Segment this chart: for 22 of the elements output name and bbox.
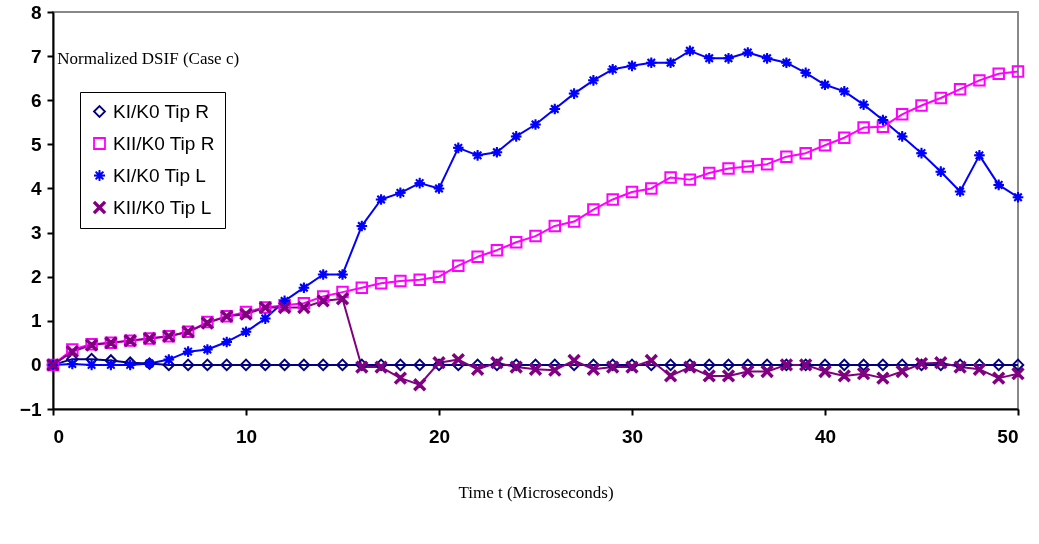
- legend-label: KI/K0 Tip R: [113, 100, 210, 122]
- x-tick-label: 30: [621, 425, 644, 447]
- x-tick-label: 40: [814, 425, 837, 447]
- text: Normalized DSIF (Case c): [57, 49, 240, 68]
- y-tick-label: 4: [30, 177, 42, 199]
- y-tick-label: 3: [30, 222, 42, 244]
- x-axis-title: Time t (Microseconds): [458, 482, 614, 502]
- y-tick-label: −1: [19, 398, 42, 420]
- x-tick-label: 0: [53, 425, 65, 447]
- y-tick-label: 1: [30, 310, 42, 332]
- y-tick-label: 0: [30, 354, 42, 376]
- y-tick-label: 5: [30, 133, 42, 155]
- y-tick-label: 2: [30, 266, 42, 288]
- legend-label: KII/K0 Tip R: [113, 132, 215, 154]
- legend-label: KI/K0 Tip L: [113, 164, 206, 186]
- y-tick-label: 8: [30, 1, 42, 23]
- y-tick-label: 6: [30, 89, 42, 111]
- y-tick-label: 7: [30, 45, 42, 67]
- legend-label: KII/K0 Tip L: [113, 196, 212, 218]
- x-tick-label: 50: [997, 425, 1019, 447]
- x-tick-label: 20: [428, 425, 451, 447]
- x-tick-label: 10: [235, 425, 258, 447]
